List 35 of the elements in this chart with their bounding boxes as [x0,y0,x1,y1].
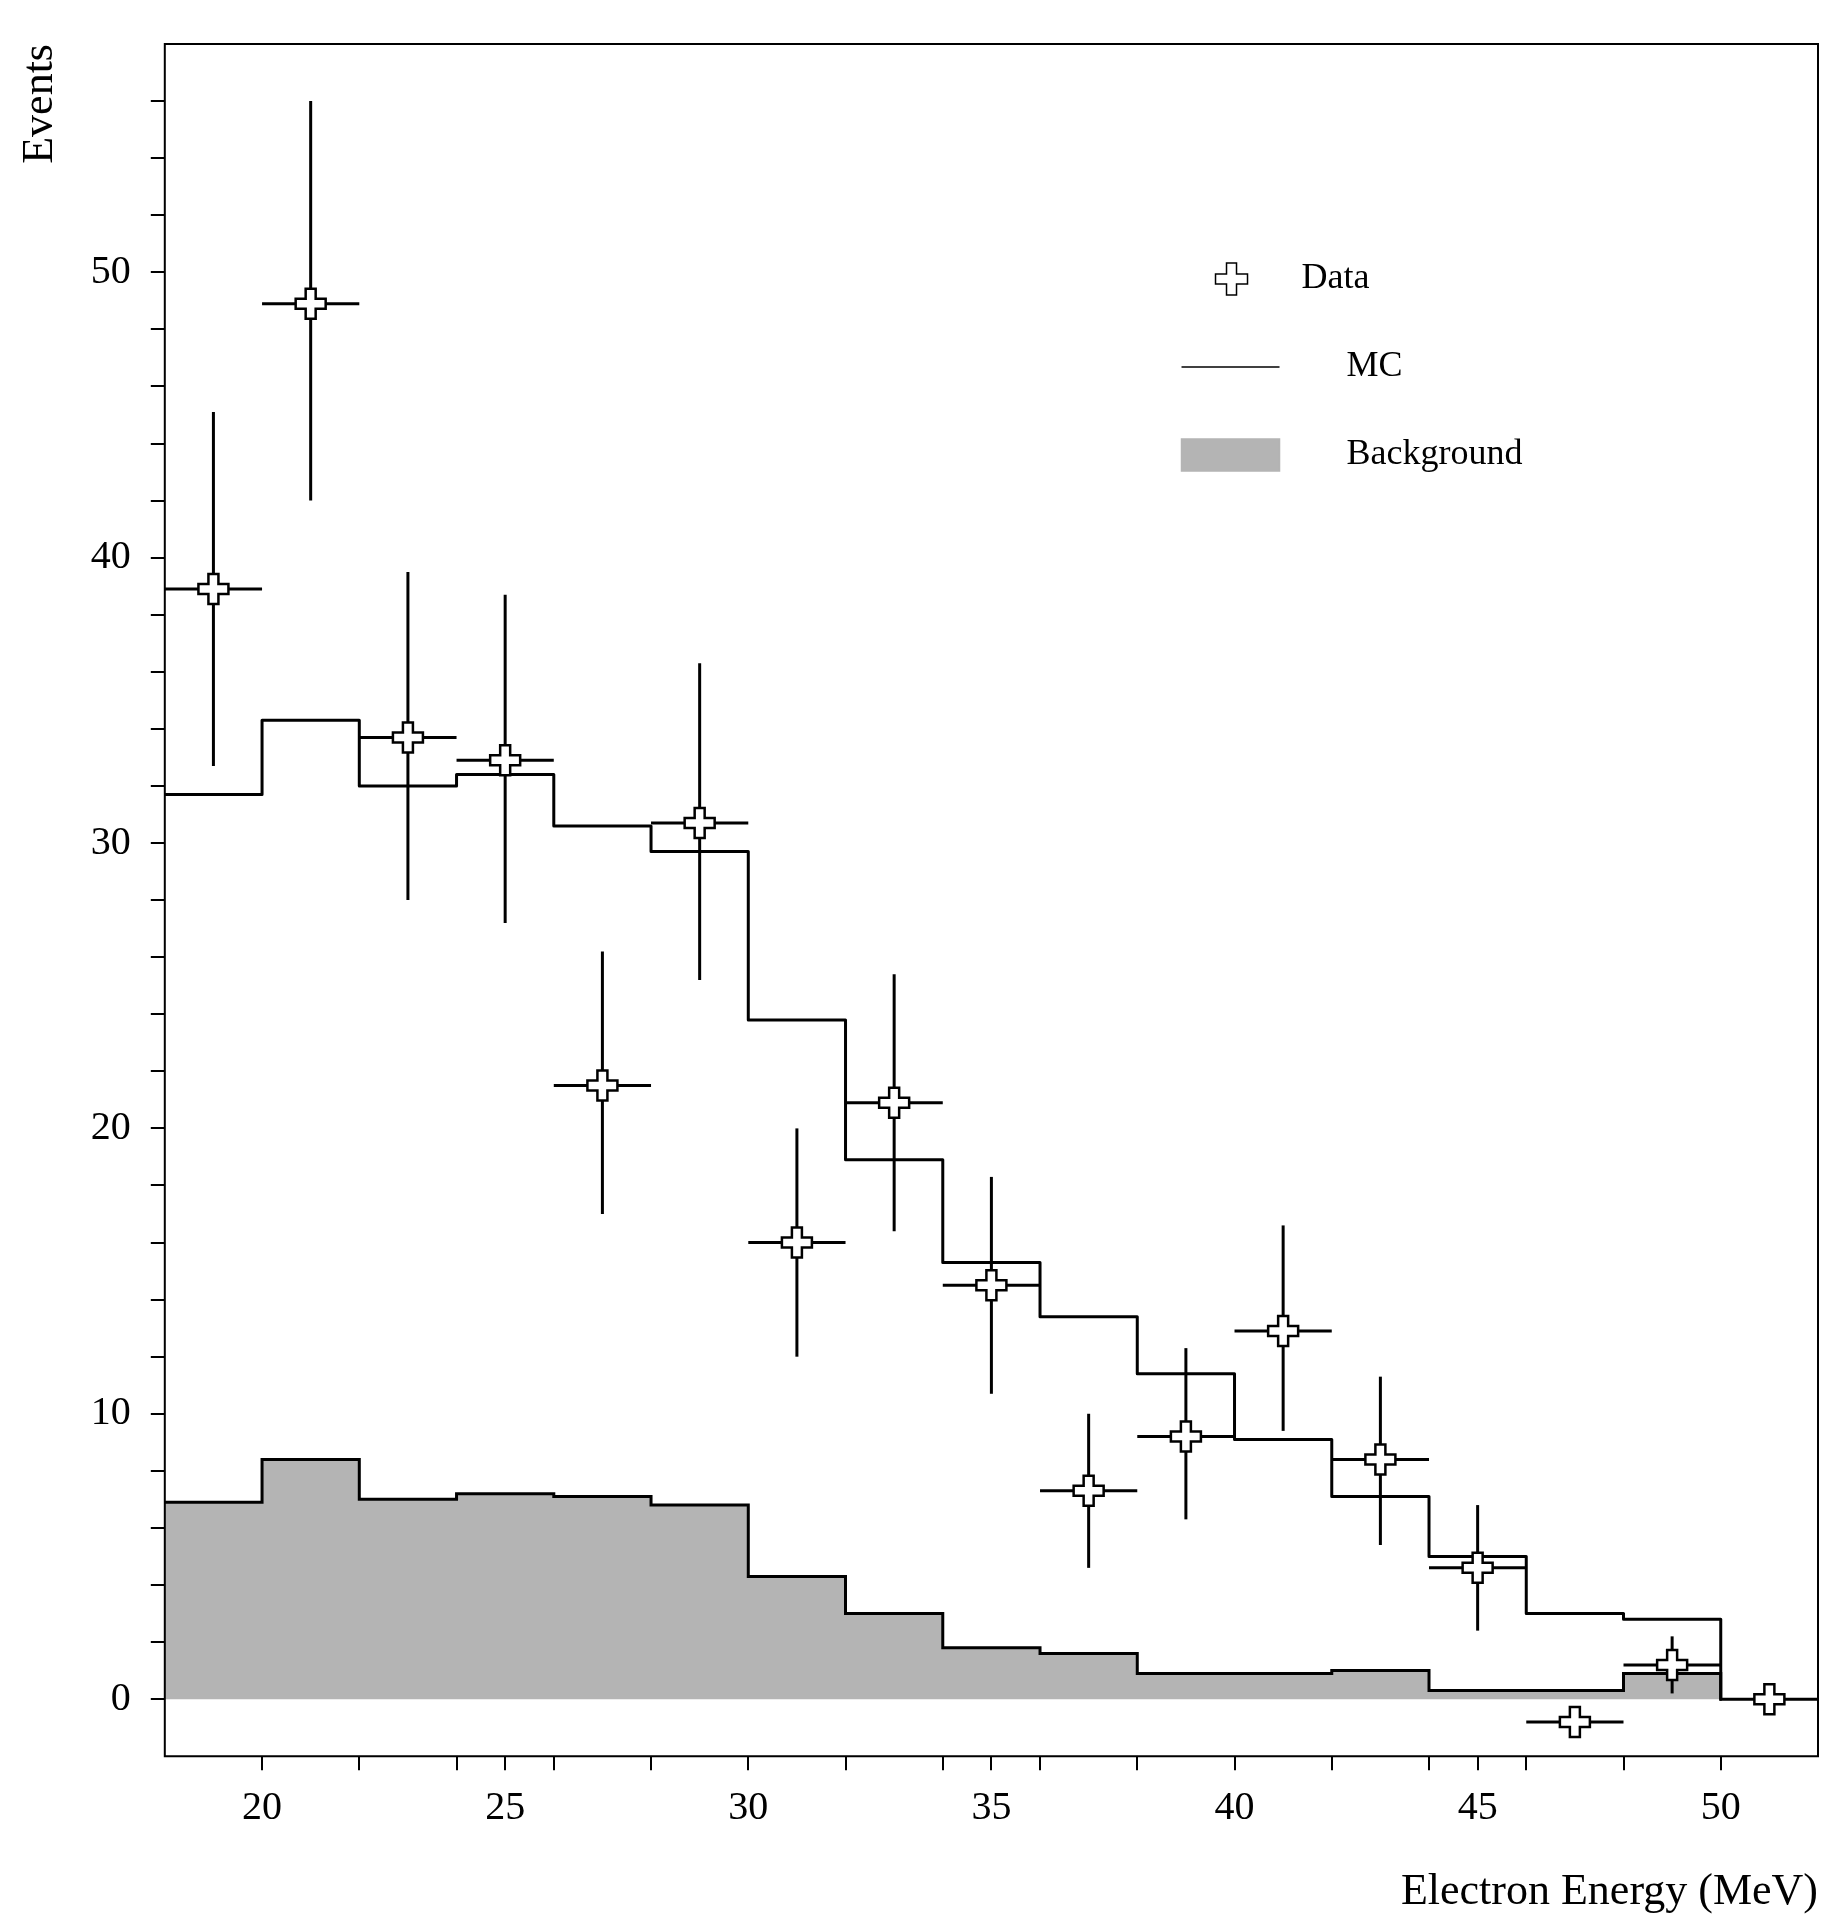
x-tick-label: 35 [971,1782,1012,1828]
y-tick-label: 40 [90,532,131,578]
point [683,806,716,840]
x-axis-title: Electron Energy (MeV) [1400,1865,1818,1915]
point [1461,1551,1494,1585]
point [391,721,425,754]
point [1266,1314,1300,1348]
x-tick-label: 30 [728,1782,769,1828]
point [1655,1648,1689,1682]
y-tick-label: 20 [90,1102,131,1148]
point [1072,1474,1105,1508]
point [1169,1420,1203,1453]
point [1753,1682,1786,1716]
x-tick-label: 20 [242,1782,283,1828]
legend-label: Background [1346,432,1523,473]
point [586,1069,619,1102]
x-tick-label: 45 [1457,1782,1498,1828]
y-tick-label: 0 [110,1673,131,1719]
y-axis-title: Events [12,44,62,164]
point [1364,1443,1397,1476]
point [877,1086,911,1119]
y-tick-label: 10 [90,1388,131,1434]
point [780,1226,814,1259]
point [488,744,522,777]
x-tick-label: 50 [1700,1782,1741,1828]
point [197,572,230,606]
point [975,1269,1008,1302]
point [294,287,327,320]
x-tick-label: 25 [485,1782,526,1828]
legend-label: MC [1346,344,1403,385]
legend-label: Data [1301,256,1370,297]
y-tick-label: 50 [90,246,131,292]
y-tick-label: 30 [90,817,131,863]
point [1558,1705,1592,1739]
x-tick-label: 40 [1214,1782,1255,1828]
